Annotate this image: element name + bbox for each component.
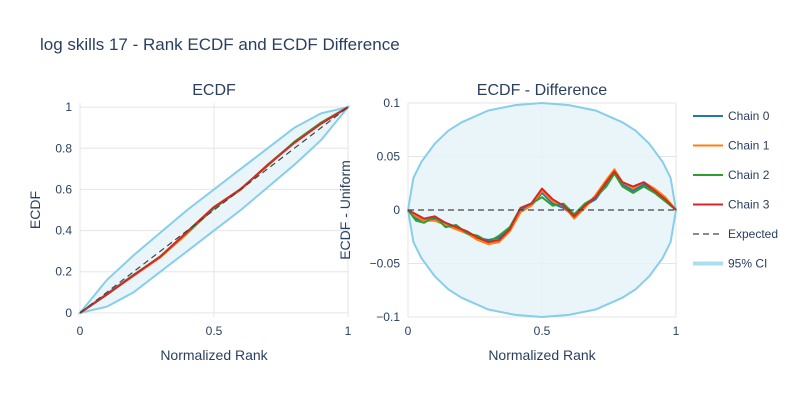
legend-label: Chain 2 <box>728 168 770 182</box>
legend: Chain 0 Chain 1 Chain 2 Chain 3 Expected 95% … <box>693 109 778 271</box>
legend-label: Chain 3 <box>728 198 770 212</box>
ecdf-x-tick-label: 0 <box>77 324 84 338</box>
legend-item: 95% CI <box>693 257 767 271</box>
difference-y-tick-label: 0.05 <box>377 150 401 164</box>
difference-series-chain2 <box>407 172 677 244</box>
legend-item: Chain 2 <box>693 168 770 182</box>
difference-y-tick-label: −0.1 <box>376 310 400 324</box>
ecdf-y-tick-label: 0.8 <box>55 141 72 155</box>
difference-marks: 0.1 0.05 0 −0.05 −0.1 0 0.5 1 <box>370 96 680 338</box>
difference-series-chain3 <box>407 170 677 244</box>
difference-y-tick-label: 0.1 <box>383 96 400 110</box>
ecdf-series-chain3 <box>79 106 349 314</box>
legend-item: Expected <box>693 227 778 241</box>
ecdf-x-tick-label: 0.5 <box>206 324 223 338</box>
ecdf-expected-line <box>79 106 349 314</box>
difference-y-axis-label: ECDF - Uniform <box>337 160 353 260</box>
legend-item: Chain 0 <box>693 109 770 123</box>
ecdf-y-tick-label: 0.2 <box>55 265 72 279</box>
figure-title: log skills 17 - Rank ECDF and ECDF Diffe… <box>40 35 400 54</box>
legend-item: Chain 1 <box>693 139 770 153</box>
difference-y-tick-label: 0 <box>393 203 400 217</box>
ecdf-y-axis-label: ECDF <box>27 191 43 229</box>
ecdf-x-tick-label: 1 <box>345 324 352 338</box>
ecdf-y-tick-label: 1 <box>65 100 72 114</box>
difference-subplot-title: ECDF - Difference <box>477 82 608 99</box>
legend-label: Chain 0 <box>728 109 770 123</box>
ecdf-y-tick-label: 0 <box>65 306 72 320</box>
ecdf-x-axis-label: Normalized Rank <box>160 347 268 363</box>
difference-y-tick-label: −0.05 <box>370 257 401 271</box>
ecdf-marks: 0 0.2 0.4 0.6 0.8 1 0 0.5 1 <box>55 100 351 338</box>
difference-x-axis-label: Normalized Rank <box>488 347 596 363</box>
difference-x-tick-label: 0.5 <box>534 324 551 338</box>
difference-x-tick-label: 0 <box>405 324 412 338</box>
legend-item: Chain 3 <box>693 198 770 212</box>
legend-label: 95% CI <box>728 257 767 271</box>
ecdf-difference-panel: ECDF - Difference Normalized Rank ECDF -… <box>337 82 680 363</box>
legend-label: Expected <box>728 227 778 241</box>
ecdf-y-tick-label: 0.6 <box>55 182 72 196</box>
ecdf-panel: ECDF Normalized Rank ECDF 0 0.2 0.4 0.6 0.8 1… <box>27 82 352 363</box>
difference-x-tick-label: 1 <box>673 324 680 338</box>
legend-label: Chain 1 <box>728 139 770 153</box>
ecdf-subplot-title: ECDF <box>192 82 236 99</box>
ecdf-y-tick-label: 0.4 <box>55 224 72 238</box>
